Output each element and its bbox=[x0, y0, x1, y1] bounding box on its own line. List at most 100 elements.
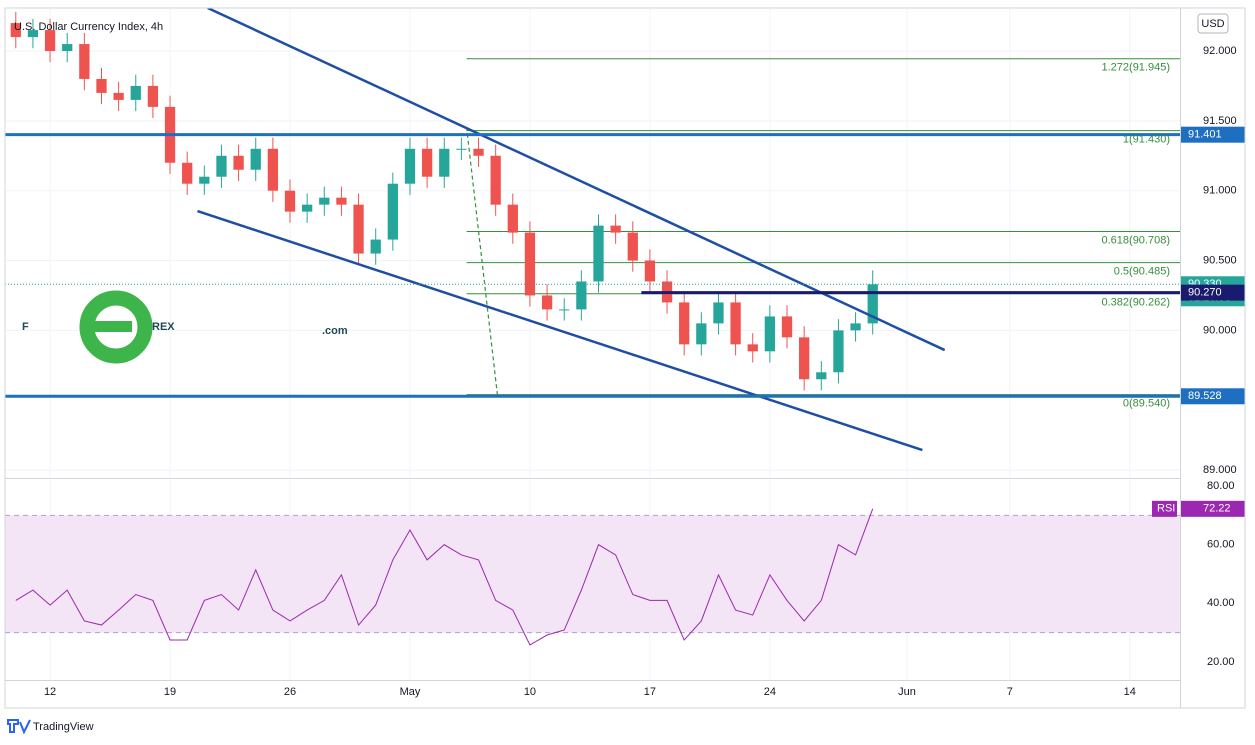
x-tick-label: 26 bbox=[284, 686, 296, 698]
candle-body bbox=[679, 302, 690, 345]
x-tick-label: 7 bbox=[1007, 686, 1013, 698]
candle-body bbox=[79, 44, 90, 79]
candle-body bbox=[44, 30, 56, 52]
candle-body bbox=[764, 316, 776, 352]
fib-label: 1(91.430) bbox=[1123, 134, 1170, 146]
price-tag bbox=[1181, 284, 1245, 301]
x-tick-label: May bbox=[400, 686, 421, 698]
candle-body bbox=[27, 30, 39, 38]
fib-label: 0.5(90.485) bbox=[1114, 266, 1170, 278]
rsi-pane bbox=[5, 480, 1180, 680]
rsi-name: RSI bbox=[1157, 503, 1175, 515]
logo: F REX .com bbox=[22, 290, 348, 364]
y-tick-label: 91.500 bbox=[1203, 115, 1237, 127]
candle-body bbox=[627, 232, 638, 261]
candle-body bbox=[781, 316, 793, 338]
candle-body bbox=[713, 302, 724, 324]
y-tick-label: 90.000 bbox=[1203, 324, 1237, 336]
frame bbox=[4, 7, 1246, 709]
rsi-name-tag bbox=[1152, 500, 1177, 517]
y-tick-label: 20.00 bbox=[1207, 656, 1235, 668]
rsi-line bbox=[15, 508, 874, 646]
price-tag-label: 90.270 bbox=[1188, 287, 1222, 299]
y-tick-label: 60.00 bbox=[1207, 539, 1235, 551]
fib-label: 0.618(90.708) bbox=[1102, 234, 1171, 246]
candle-body bbox=[816, 372, 827, 380]
y-tick-label: 80.00 bbox=[1207, 480, 1235, 492]
logo-text: .com bbox=[322, 325, 348, 337]
candle-body bbox=[130, 85, 141, 100]
logo-text: REX bbox=[152, 321, 175, 333]
x-tick-label: 14 bbox=[1124, 686, 1136, 698]
logo-text: F bbox=[22, 321, 29, 333]
trend-line bbox=[197, 209, 923, 452]
candle-body bbox=[233, 155, 244, 170]
x-tick-label: 10 bbox=[524, 686, 536, 698]
fib-swing bbox=[465, 126, 498, 395]
y-tick-label: 91.000 bbox=[1203, 185, 1237, 197]
footer: TradingView bbox=[7, 719, 94, 735]
candle-body bbox=[421, 148, 433, 177]
candle-body bbox=[336, 197, 347, 205]
x-tick-label: 12 bbox=[44, 686, 56, 698]
candle-body bbox=[387, 183, 398, 240]
candle-body bbox=[644, 260, 656, 282]
candle-body bbox=[524, 232, 536, 296]
candle-body bbox=[62, 44, 73, 52]
currency-box[interactable] bbox=[1197, 13, 1229, 34]
x-tick-label: 17 bbox=[644, 686, 656, 698]
logo-o bbox=[79, 290, 153, 364]
tradingview-icon bbox=[7, 719, 31, 735]
footer-text[interactable]: TradingView bbox=[33, 721, 94, 733]
logo-o-bar bbox=[94, 321, 132, 332]
candle-body bbox=[199, 176, 210, 184]
candle-body bbox=[696, 323, 707, 345]
y-tick-label: 40.00 bbox=[1207, 597, 1235, 609]
x-tick-label: 19 bbox=[164, 686, 176, 698]
candle-body bbox=[456, 148, 467, 150]
fib-label: 0.382(90.262) bbox=[1102, 297, 1171, 309]
candle-body bbox=[541, 295, 553, 310]
candle-body bbox=[10, 23, 21, 38]
candle-body bbox=[850, 323, 861, 331]
chart-title: U.S. Dollar Currency Index, 4h bbox=[14, 21, 163, 33]
candle-body bbox=[473, 148, 484, 156]
candle-body bbox=[370, 239, 381, 254]
price-tag-label: 91.401 bbox=[1188, 129, 1222, 141]
candle-body bbox=[747, 344, 758, 352]
rsi-tag bbox=[1181, 500, 1245, 517]
price-tag-label: 89.528 bbox=[1188, 390, 1222, 402]
candle-body bbox=[439, 148, 450, 177]
y-tick-label: 92.000 bbox=[1203, 45, 1237, 57]
candle-body bbox=[799, 337, 810, 380]
candle-body bbox=[833, 330, 844, 373]
candle-body bbox=[867, 284, 878, 324]
rsi-tag-label: 72.22 bbox=[1203, 503, 1231, 515]
x-tick-label: Jun bbox=[898, 686, 916, 698]
candle-body bbox=[267, 148, 279, 191]
rsi-band bbox=[5, 515, 1180, 633]
candle-body bbox=[147, 85, 159, 107]
candle-body bbox=[353, 204, 364, 254]
y-tick-label: 89.000 bbox=[1203, 464, 1237, 476]
candle-body bbox=[610, 225, 621, 233]
candle-body bbox=[319, 197, 330, 205]
y-tick-label: 90.500 bbox=[1203, 254, 1237, 266]
candle-body bbox=[507, 204, 518, 233]
candle-body bbox=[404, 148, 416, 184]
candle-body bbox=[302, 204, 313, 212]
currency[interactable]: USD bbox=[1201, 18, 1224, 30]
candle-body bbox=[559, 309, 570, 311]
price-tag bbox=[1181, 126, 1245, 143]
price-tag bbox=[1181, 388, 1245, 405]
price-pane bbox=[5, 8, 1180, 478]
candle-body bbox=[96, 78, 107, 93]
candle-body bbox=[490, 155, 501, 205]
candle-body bbox=[593, 225, 604, 282]
x-tick-label: 24 bbox=[764, 686, 776, 698]
candle-body bbox=[284, 190, 296, 212]
candle-body bbox=[730, 302, 741, 345]
fib-label: 1.272(91.945) bbox=[1102, 62, 1171, 74]
